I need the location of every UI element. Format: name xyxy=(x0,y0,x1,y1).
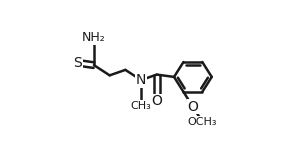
Text: CH₃: CH₃ xyxy=(131,101,151,111)
Text: N: N xyxy=(136,73,146,87)
Text: O: O xyxy=(151,94,162,108)
Text: O: O xyxy=(187,100,198,114)
Text: NH₂: NH₂ xyxy=(82,31,106,44)
Text: OCH₃: OCH₃ xyxy=(188,117,217,127)
Text: S: S xyxy=(73,56,82,70)
